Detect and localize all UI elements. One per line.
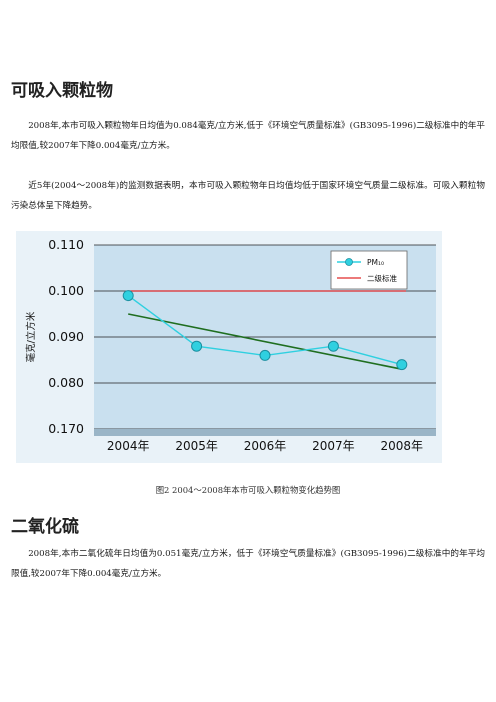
pm10-data-point [396, 359, 408, 371]
figure-caption: 图2 2004～2008年本市可吸入颗粒物变化趋势图 [155, 485, 341, 495]
legend-pm10-label: PM₁₀ [367, 258, 384, 267]
x-tick-label: 2005年 [175, 439, 218, 453]
y-tick-label: 0.100 [48, 283, 84, 298]
x-tick-label: 2004年 [107, 439, 150, 453]
pm10-data-point [122, 290, 134, 302]
pm10-data-point [191, 340, 203, 352]
x-tick-label: 2006年 [244, 439, 287, 453]
pm10-data-point [327, 340, 339, 352]
y-tick-label: 0.110 [48, 237, 84, 252]
y-tick-label: 0.080 [48, 375, 84, 390]
heading-pm10: 可吸入颗粒物 [11, 81, 113, 101]
paragraph-so2-summary: 2008年,本市二氧化硫年日均值为0.051毫克/立方米，低于《环境空气质量标准… [11, 549, 485, 579]
x-tick-label: 2007年 [312, 439, 355, 453]
heading-so2: 二氧化硫 [11, 517, 79, 537]
y-tick-label: 0.090 [48, 329, 84, 344]
trend-line [128, 313, 402, 370]
y-axis-label: 毫克/立方米 [25, 311, 37, 362]
legend-standard-label: 二级标准 [367, 273, 397, 283]
x-tick-label: 2008年 [381, 439, 424, 453]
legend-pm10-marker [345, 258, 353, 266]
x-axis-band [94, 429, 436, 436]
paragraph-pm10-trend: 近5年(2004～2008年)的监测数据表明，本市可吸入颗粒物年日均值均低于国家… [11, 181, 485, 211]
chart-svg: 0.110 0.100 0.090 0.080 0.170 毫克/立方米 2004年 2005… [16, 231, 442, 463]
legend-box [330, 250, 408, 290]
pm10-trend-chart: 0.110 0.100 0.090 0.080 0.170 毫克/立方米 2004年 2005… [16, 231, 442, 463]
y-tick-label: 0.170 [48, 421, 84, 436]
paragraph-pm10-summary: 2008年,本市可吸入颗粒物年日均值为0.084毫克/立方米,低于《环境空气质量… [11, 121, 485, 151]
pm10-data-point [259, 349, 271, 361]
